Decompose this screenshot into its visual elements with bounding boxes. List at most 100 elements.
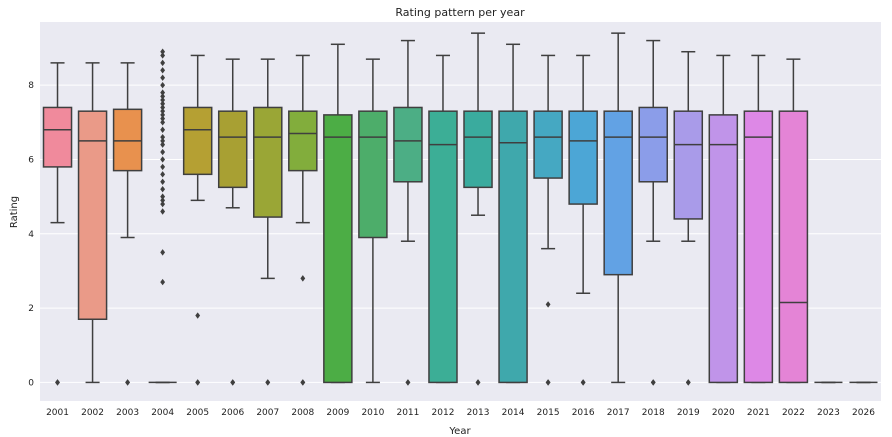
- box-body: [42, 106, 73, 168]
- x-axis-label: Year: [448, 426, 471, 437]
- outlier-point: [160, 115, 166, 122]
- box-body: [673, 110, 704, 220]
- outlier-point: [160, 178, 166, 185]
- outlier-point: [230, 379, 236, 386]
- outlier-point: [125, 379, 131, 386]
- outlier-point: [160, 137, 166, 145]
- box-body: [288, 110, 318, 172]
- x-tick-label: 2002: [81, 408, 104, 418]
- box-body: [182, 106, 213, 176]
- y-tick-label: 2: [28, 304, 34, 314]
- outlier-point: [405, 379, 411, 386]
- box-2015: [533, 54, 563, 386]
- box-2012: [428, 54, 458, 384]
- outlier-point: [160, 89, 166, 96]
- box-body: [358, 110, 388, 239]
- x-tick-label: 2023: [817, 408, 840, 418]
- outlier-point: [160, 186, 166, 193]
- box-2014: [498, 43, 528, 384]
- box-body: [253, 106, 283, 218]
- x-tick-label: 2003: [116, 408, 139, 418]
- x-tick-label: 2012: [432, 408, 455, 418]
- box-body: [708, 114, 739, 384]
- x-tick-label: 2008: [291, 408, 314, 418]
- outlier-point: [160, 59, 166, 67]
- box-2009: [323, 43, 353, 384]
- chart-title: Rating pattern per year: [395, 6, 525, 19]
- box-2016: [568, 54, 598, 386]
- outlier-point: [195, 379, 201, 386]
- y-tick-label: 4: [28, 230, 34, 240]
- x-tick-label: 2001: [46, 408, 69, 418]
- outlier-point: [160, 111, 166, 119]
- box-2004: [148, 48, 177, 384]
- box-2008: [288, 54, 318, 386]
- box-body: [463, 110, 493, 189]
- y-tick-labels: 0 2 4 6 8: [28, 81, 34, 388]
- outlier-point: [195, 312, 201, 319]
- x-tick-label: 2016: [572, 408, 595, 418]
- x-tick-label: 2007: [256, 408, 279, 418]
- box-2006: [217, 58, 248, 386]
- box-2001: [42, 62, 73, 386]
- outlier-point: [160, 119, 166, 126]
- box-2022: [778, 58, 809, 384]
- box-2018: [638, 39, 668, 386]
- x-tick-label: 2026: [852, 408, 875, 418]
- y-axis-label: Rating: [9, 196, 20, 228]
- outlier-point: [160, 200, 166, 208]
- box-body: [217, 110, 248, 189]
- x-tick-label: 2006: [221, 408, 244, 418]
- box-2007: [253, 58, 283, 386]
- x-tick-label: 2013: [467, 408, 490, 418]
- boxes-group: [42, 32, 878, 386]
- x-tick-label: 2019: [677, 408, 700, 418]
- box-2002: [77, 62, 108, 384]
- outlier-point: [160, 197, 166, 204]
- box-body: [323, 114, 353, 384]
- y-tick-label: 0: [28, 378, 34, 388]
- outlier-point: [545, 379, 551, 386]
- box-body: [743, 110, 774, 384]
- outlier-point: [160, 104, 166, 111]
- x-tick-label: 2014: [502, 408, 525, 418]
- box-2003: [112, 62, 143, 386]
- x-tick-label: 2010: [361, 408, 384, 418]
- outlier-point: [160, 171, 166, 178]
- outlier-point: [160, 156, 166, 163]
- box-body: [393, 106, 423, 183]
- outlier-point: [160, 141, 166, 148]
- x-tick-label: 2018: [642, 408, 665, 418]
- outlier-point: [545, 301, 551, 308]
- y-tick-label: 6: [28, 155, 34, 165]
- outlier-point: [650, 379, 656, 386]
- x-tick-label: 2017: [607, 408, 630, 418]
- outlier-point: [160, 52, 166, 59]
- box-2019: [673, 50, 704, 386]
- outlier-point: [265, 379, 271, 386]
- box-body: [533, 110, 563, 179]
- outlier-point: [160, 278, 166, 286]
- outlier-point: [160, 163, 166, 171]
- outlier-point: [160, 193, 166, 200]
- outlier-point: [160, 126, 166, 133]
- outlier-point: [160, 74, 166, 81]
- box-body: [428, 110, 458, 384]
- box-2021: [743, 54, 774, 384]
- outlier-point: [300, 379, 306, 386]
- box-body: [112, 108, 143, 172]
- outlier-point: [55, 379, 60, 386]
- box-2017: [603, 32, 633, 384]
- y-tick-label: 8: [28, 81, 34, 91]
- box-body: [498, 110, 528, 384]
- outlier-point: [160, 148, 166, 156]
- x-tick-label: 2011: [396, 408, 419, 418]
- box-2013: [463, 32, 493, 386]
- box-body: [638, 106, 668, 183]
- outlier-point: [580, 379, 586, 386]
- x-tick-label: 2009: [326, 408, 349, 418]
- x-tick-label: 2004: [151, 408, 174, 418]
- outlier-point: [685, 379, 691, 386]
- box-2005: [182, 54, 213, 386]
